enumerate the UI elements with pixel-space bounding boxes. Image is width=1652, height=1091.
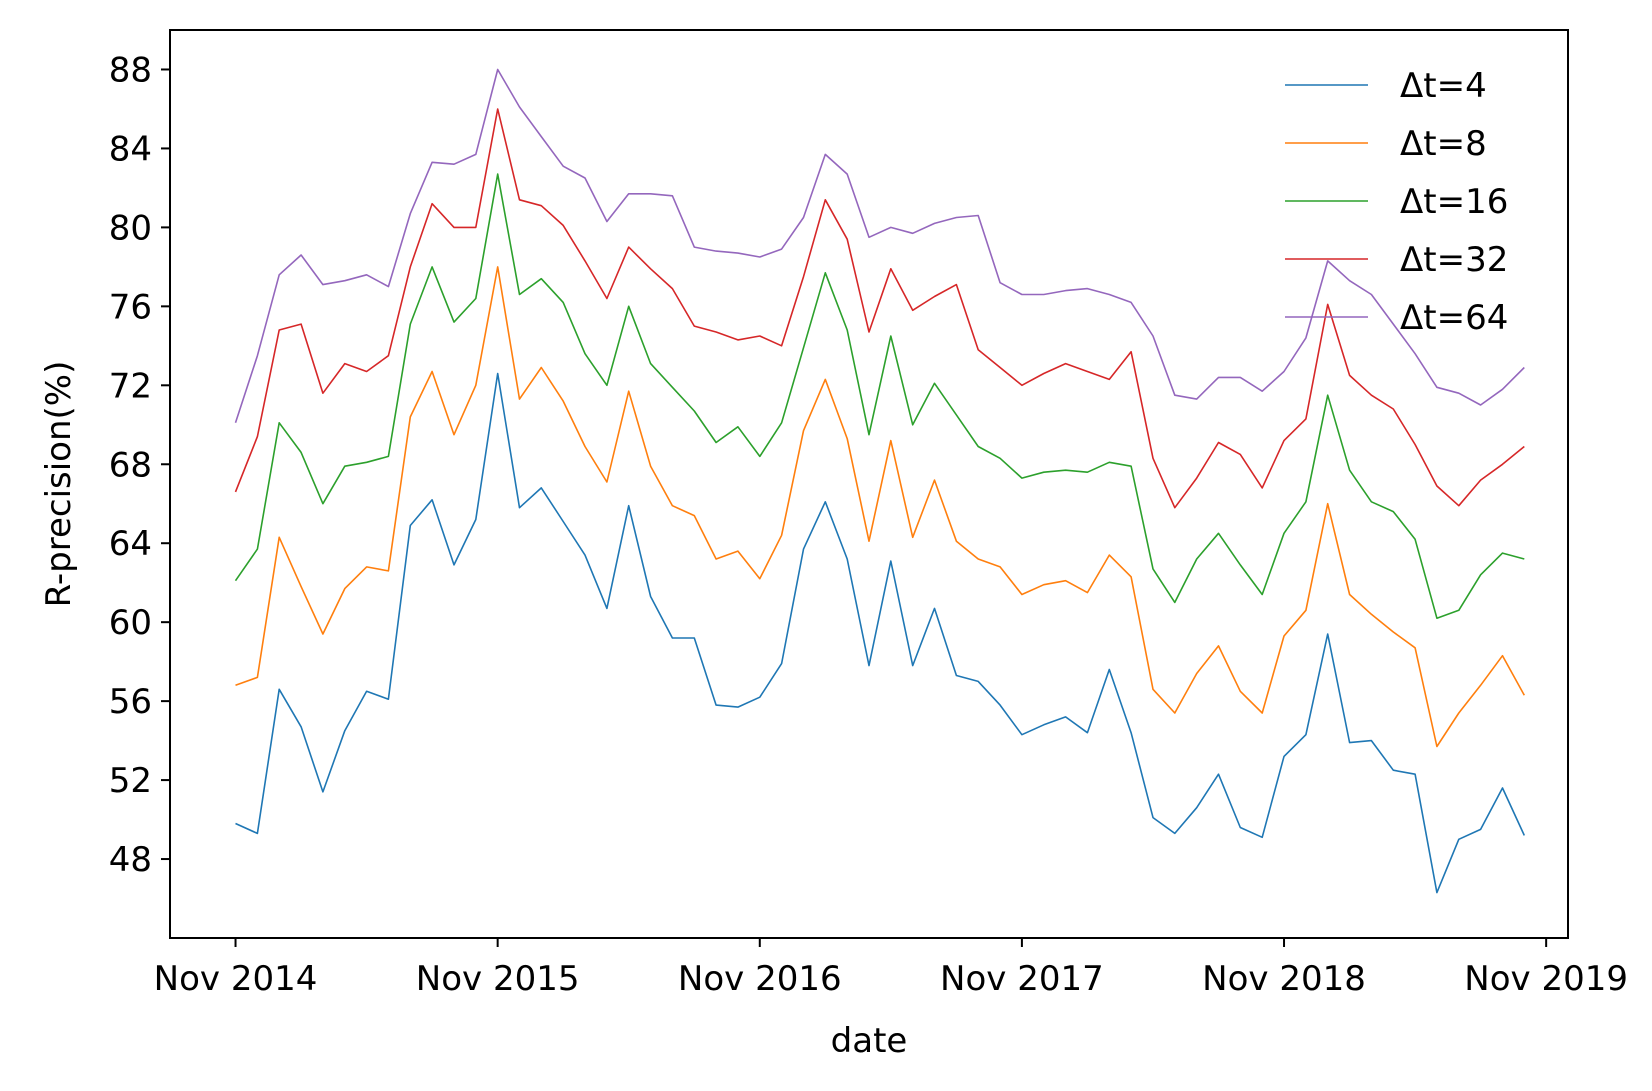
legend-label-1: Δt=4 (1400, 66, 1487, 106)
x-tick-label: Nov 2017 (940, 959, 1104, 999)
series-line-5 (234, 68, 1525, 424)
y-tick-label: 60 (109, 603, 152, 643)
legend-label-4: Δt=32 (1400, 240, 1508, 280)
plot-frame (169, 29, 1569, 939)
series-line-2 (235, 266, 1526, 748)
x-tick-label: Nov 2015 (416, 959, 580, 999)
y-axis: 48 52 56 60 64 68 72 76 80 84 88 (109, 50, 170, 880)
x-tick-label: Nov 2016 (678, 959, 842, 999)
legend-label-2: Δt=8 (1400, 124, 1487, 164)
series-layer (234, 68, 1526, 894)
y-tick-label: 72 (109, 366, 152, 406)
x-tick-label: Nov 2014 (154, 959, 318, 999)
y-tick-label: 84 (109, 129, 152, 169)
legend-label-3: Δt=16 (1400, 182, 1508, 222)
legend-label-5: Δt=64 (1400, 298, 1508, 338)
x-tick-label: Nov 2019 (1464, 959, 1628, 999)
series-line-4 (234, 108, 1525, 509)
y-tick-label: 52 (109, 761, 152, 801)
y-tick-label: 56 (109, 682, 152, 722)
y-tick-label: 64 (109, 524, 152, 564)
series-line-3 (234, 173, 1525, 620)
legend: Δt=4 Δt=8 Δt=16 Δt=32 Δt=64 (1285, 66, 1508, 338)
y-tick-label: 80 (109, 208, 152, 248)
x-tick-label: Nov 2018 (1202, 959, 1366, 999)
y-tick-label: 88 (109, 50, 152, 90)
series-line-1 (235, 372, 1526, 894)
x-axis: Nov 2014 Nov 2015 Nov 2016 Nov 2017 Nov 2018… (154, 938, 1628, 999)
y-axis-label: R-precision(%) (39, 361, 79, 608)
y-tick-label: 76 (109, 287, 152, 327)
y-tick-label: 48 (109, 840, 152, 880)
x-axis-label: date (831, 1021, 908, 1061)
y-tick-label: 68 (109, 445, 152, 485)
